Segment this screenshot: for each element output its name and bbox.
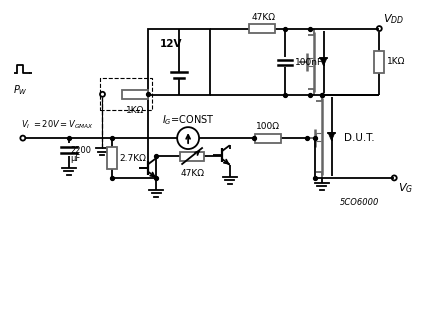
- Text: 1KΩ: 1KΩ: [126, 106, 145, 115]
- Text: 12V: 12V: [160, 38, 182, 48]
- Text: 47KΩ: 47KΩ: [180, 169, 204, 178]
- Bar: [249, 24, 275, 33]
- Text: $V_G$: $V_G$: [398, 181, 413, 195]
- Bar: [122, 90, 148, 99]
- Text: 100Ω: 100Ω: [256, 122, 280, 131]
- Text: 2200: 2200: [70, 146, 92, 155]
- Bar: [148, 28, 210, 95]
- Text: D.U.T.: D.U.T.: [344, 133, 375, 143]
- Bar: [255, 134, 281, 142]
- Text: 1KΩ: 1KΩ: [387, 57, 406, 67]
- Bar: [108, 147, 118, 169]
- Polygon shape: [328, 133, 335, 141]
- Bar: [101, 78, 152, 110]
- Text: 47KΩ: 47KΩ: [252, 13, 276, 22]
- Text: 5CO6000: 5CO6000: [340, 198, 379, 207]
- Bar: [374, 51, 384, 73]
- Text: $V_{DD}$: $V_{DD}$: [383, 12, 404, 26]
- Text: μF: μF: [70, 154, 81, 163]
- Text: 2.7KΩ: 2.7KΩ: [119, 153, 146, 162]
- Text: $P_W$: $P_W$: [13, 83, 28, 97]
- Text: $V_I\ =20V=V_{GMAX}$: $V_I\ =20V=V_{GMAX}$: [21, 119, 94, 131]
- Bar: [180, 151, 204, 161]
- Text: 100nF: 100nF: [295, 58, 323, 67]
- Text: $I_G$=CONST: $I_G$=CONST: [162, 113, 214, 127]
- Polygon shape: [320, 58, 327, 66]
